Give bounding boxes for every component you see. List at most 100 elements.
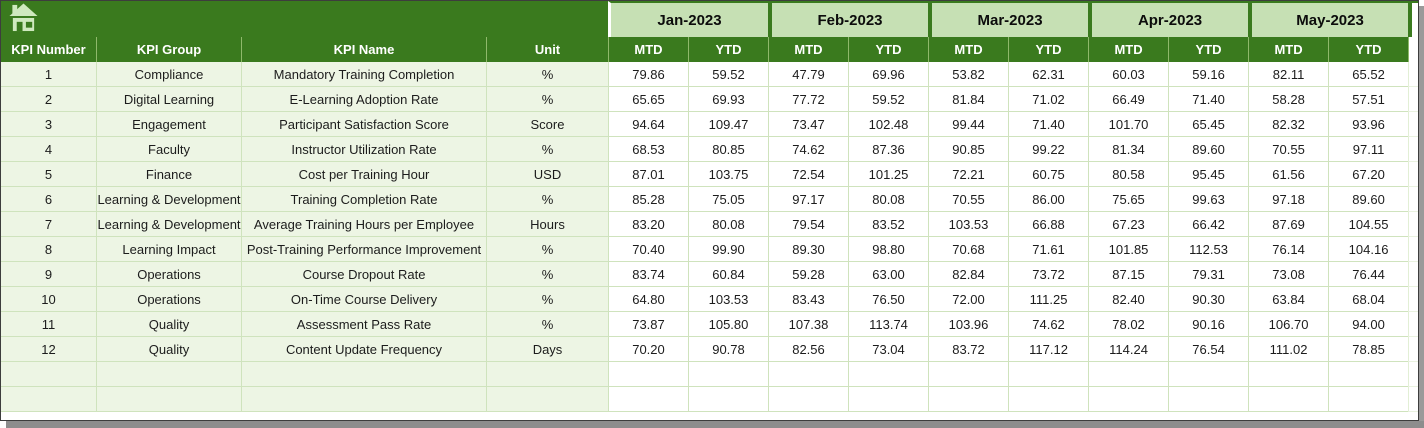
value-cell[interactable]: 105.80	[688, 312, 768, 337]
empty-cell[interactable]	[486, 387, 608, 412]
value-cell[interactable]: 76.54	[1168, 337, 1249, 362]
value-cell[interactable]: 87.36	[848, 137, 929, 162]
empty-cell[interactable]	[1248, 387, 1329, 412]
value-cell[interactable]: 114.24	[1088, 337, 1169, 362]
value-cell[interactable]: 82.32	[1248, 112, 1329, 137]
value-cell[interactable]: 104.16	[1328, 237, 1409, 262]
value-cell[interactable]: 71.61	[1008, 237, 1089, 262]
value-cell[interactable]: 79.54	[768, 212, 848, 237]
kpi-group-cell[interactable]: Operations	[96, 262, 241, 287]
value-cell[interactable]: 103.53	[928, 212, 1009, 237]
kpi-number-cell[interactable]: 2	[1, 87, 96, 112]
value-cell[interactable]: 83.72	[928, 337, 1009, 362]
empty-cell[interactable]	[1088, 362, 1169, 387]
kpi-group-cell[interactable]: Operations	[96, 287, 241, 312]
value-cell[interactable]: 117.12	[1008, 337, 1089, 362]
empty-cell[interactable]	[1, 362, 96, 387]
value-cell[interactable]: 112.53	[1168, 237, 1249, 262]
kpi-name-cell[interactable]: Content Update Frequency	[241, 337, 486, 362]
kpi-name-cell[interactable]: Participant Satisfaction Score	[241, 112, 486, 137]
value-cell[interactable]: 73.08	[1248, 262, 1329, 287]
empty-cell[interactable]	[608, 362, 688, 387]
value-cell[interactable]: 75.65	[1088, 187, 1169, 212]
unit-cell[interactable]: %	[486, 137, 608, 162]
unit-cell[interactable]: Score	[486, 112, 608, 137]
value-cell[interactable]: 63.84	[1248, 287, 1329, 312]
value-cell[interactable]: 58.28	[1248, 87, 1329, 112]
value-cell[interactable]: 79.86	[608, 62, 688, 87]
empty-cell[interactable]	[688, 387, 768, 412]
kpi-group-cell[interactable]: Engagement	[96, 112, 241, 137]
kpi-number-cell[interactable]: 6	[1, 187, 96, 212]
kpi-number-cell[interactable]: 12	[1, 337, 96, 362]
value-cell[interactable]: 95.45	[1168, 162, 1249, 187]
kpi-group-cell[interactable]: Quality	[96, 312, 241, 337]
value-cell[interactable]: 73.47	[768, 112, 848, 137]
value-cell[interactable]: 59.28	[768, 262, 848, 287]
value-cell[interactable]: 70.55	[1248, 137, 1329, 162]
value-cell[interactable]: 78.02	[1088, 312, 1169, 337]
kpi-name-cell[interactable]: Post-Training Performance Improvement	[241, 237, 486, 262]
value-cell[interactable]: 99.90	[688, 237, 768, 262]
value-cell[interactable]: 81.34	[1088, 137, 1169, 162]
value-cell[interactable]: 86.00	[1008, 187, 1089, 212]
value-cell[interactable]: 70.55	[928, 187, 1009, 212]
value-cell[interactable]: 72.21	[928, 162, 1009, 187]
value-cell[interactable]: 81.84	[928, 87, 1009, 112]
value-cell[interactable]: 70.20	[608, 337, 688, 362]
unit-cell[interactable]: Days	[486, 337, 608, 362]
value-cell[interactable]: 90.30	[1168, 287, 1249, 312]
empty-cell[interactable]	[1168, 387, 1249, 412]
value-cell[interactable]: 103.53	[688, 287, 768, 312]
value-cell[interactable]: 57.51	[1328, 87, 1409, 112]
value-cell[interactable]: 113.74	[848, 312, 929, 337]
kpi-name-cell[interactable]: On-Time Course Delivery	[241, 287, 486, 312]
value-cell[interactable]: 60.03	[1088, 62, 1169, 87]
value-cell[interactable]: 94.64	[608, 112, 688, 137]
value-cell[interactable]: 69.93	[688, 87, 768, 112]
value-cell[interactable]: 67.23	[1088, 212, 1169, 237]
value-cell[interactable]: 47.79	[768, 62, 848, 87]
value-cell[interactable]: 90.16	[1168, 312, 1249, 337]
value-cell[interactable]: 75.05	[688, 187, 768, 212]
value-cell[interactable]: 69.96	[848, 62, 929, 87]
value-cell[interactable]: 71.40	[1168, 87, 1249, 112]
kpi-group-cell[interactable]: Finance	[96, 162, 241, 187]
kpi-name-cell[interactable]: Instructor Utilization Rate	[241, 137, 486, 162]
kpi-name-cell[interactable]: E-Learning Adoption Rate	[241, 87, 486, 112]
empty-cell[interactable]	[1328, 362, 1409, 387]
value-cell[interactable]: 71.40	[1008, 112, 1089, 137]
value-cell[interactable]: 109.47	[688, 112, 768, 137]
unit-cell[interactable]: USD	[486, 162, 608, 187]
value-cell[interactable]: 76.14	[1248, 237, 1329, 262]
empty-cell[interactable]	[241, 362, 486, 387]
empty-cell[interactable]	[241, 387, 486, 412]
value-cell[interactable]: 83.74	[608, 262, 688, 287]
value-cell[interactable]: 111.25	[1008, 287, 1089, 312]
empty-cell[interactable]	[96, 362, 241, 387]
value-cell[interactable]: 67.20	[1328, 162, 1409, 187]
value-cell[interactable]: 70.68	[928, 237, 1009, 262]
kpi-number-cell[interactable]: 5	[1, 162, 96, 187]
empty-cell[interactable]	[1, 387, 96, 412]
kpi-group-cell[interactable]: Quality	[96, 337, 241, 362]
value-cell[interactable]: 61.56	[1248, 162, 1329, 187]
kpi-number-cell[interactable]: 9	[1, 262, 96, 287]
empty-cell[interactable]	[848, 387, 929, 412]
kpi-number-cell[interactable]: 3	[1, 112, 96, 137]
value-cell[interactable]: 80.85	[688, 137, 768, 162]
value-cell[interactable]: 98.80	[848, 237, 929, 262]
value-cell[interactable]: 97.11	[1328, 137, 1409, 162]
empty-cell[interactable]	[486, 362, 608, 387]
kpi-number-cell[interactable]: 4	[1, 137, 96, 162]
value-cell[interactable]: 101.25	[848, 162, 929, 187]
value-cell[interactable]: 85.28	[608, 187, 688, 212]
empty-cell[interactable]	[96, 387, 241, 412]
empty-cell[interactable]	[1088, 387, 1169, 412]
value-cell[interactable]: 82.11	[1248, 62, 1329, 87]
value-cell[interactable]: 87.69	[1248, 212, 1329, 237]
value-cell[interactable]: 99.44	[928, 112, 1009, 137]
kpi-group-cell[interactable]: Learning & Development	[96, 212, 241, 237]
value-cell[interactable]: 77.72	[768, 87, 848, 112]
unit-cell[interactable]: %	[486, 237, 608, 262]
